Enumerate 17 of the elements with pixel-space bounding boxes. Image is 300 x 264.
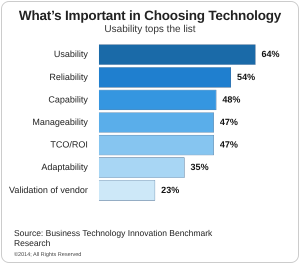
data-label: 64% bbox=[262, 49, 280, 60]
y-tick-label: Validation of vendor bbox=[8, 184, 88, 195]
y-tick-label: TCO/ROI bbox=[50, 140, 88, 150]
y-tick-label: Capability bbox=[48, 94, 88, 104]
chart-title: What’s Important in Choosing Technology bbox=[18, 8, 282, 23]
data-label: 47% bbox=[220, 116, 238, 127]
source-note: Source: Business Technology Innovation Benchmark Research bbox=[14, 228, 214, 248]
data-label: 48% bbox=[222, 94, 240, 104]
data-label: 23% bbox=[161, 184, 180, 195]
data-label: 35% bbox=[190, 162, 209, 172]
y-tick-label: Adaptability bbox=[41, 162, 88, 172]
chart-subtitle: Usability tops the list bbox=[103, 24, 197, 35]
y-tick-label: Manageability bbox=[32, 116, 88, 127]
data-label: 47% bbox=[220, 140, 238, 150]
data-label: 54% bbox=[237, 72, 256, 82]
y-tick-label: Reliability bbox=[49, 72, 88, 82]
y-tick-label: Usability bbox=[54, 49, 88, 60]
